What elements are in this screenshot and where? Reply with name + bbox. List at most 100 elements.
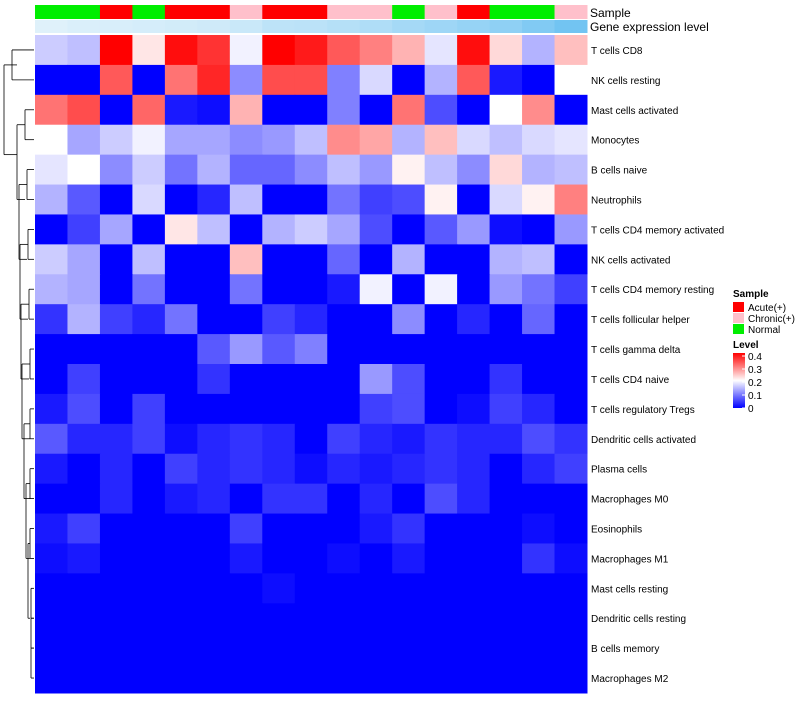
heatmap-cell bbox=[359, 423, 393, 455]
level-legend-tick-label: 0.3 bbox=[748, 365, 762, 376]
expression-annotation-cell bbox=[197, 20, 231, 33]
heatmap-cell bbox=[197, 663, 231, 694]
heatmap-cell bbox=[262, 423, 296, 455]
heatmap-cell bbox=[327, 274, 361, 305]
heatmap-cell bbox=[67, 663, 101, 694]
heatmap-cell bbox=[67, 453, 101, 485]
heatmap-cell bbox=[522, 483, 556, 515]
row-label: T cells CD4 memory activated bbox=[591, 225, 724, 236]
heatmap-cell bbox=[67, 334, 101, 365]
heatmap-cell bbox=[522, 274, 556, 305]
expression-annotation-cell bbox=[424, 20, 458, 33]
heatmap-cell bbox=[424, 154, 458, 186]
heatmap-cell bbox=[489, 573, 523, 604]
heatmap-cell bbox=[392, 274, 426, 305]
heatmap-cell bbox=[294, 214, 328, 245]
heatmap-cell bbox=[522, 453, 556, 485]
heatmap-cell bbox=[197, 513, 231, 544]
sample-annotation-cell bbox=[294, 5, 328, 19]
heatmap-cell bbox=[554, 274, 588, 305]
heatmap-cell bbox=[554, 633, 588, 664]
expression-annotation-cell bbox=[132, 20, 166, 33]
sample-annotation-cell bbox=[67, 5, 101, 19]
heatmap-cell bbox=[359, 543, 393, 574]
expression-annotation-cell bbox=[164, 20, 198, 33]
heatmap-cell bbox=[99, 603, 133, 634]
heatmap-cell bbox=[327, 543, 361, 574]
heatmap-cell bbox=[197, 603, 231, 634]
heatmap-cell bbox=[67, 573, 101, 604]
sample-legend-swatch bbox=[733, 302, 744, 312]
heatmap-cell bbox=[554, 393, 588, 425]
heatmap-cell bbox=[424, 304, 458, 335]
row-label: T cells CD4 naive bbox=[591, 375, 670, 386]
heatmap-cell bbox=[392, 64, 426, 96]
sample-legend-label: Chronic(+) bbox=[748, 314, 795, 325]
heatmap-cell bbox=[262, 573, 296, 604]
heatmap-cell bbox=[392, 513, 426, 544]
heatmap-cell bbox=[262, 274, 296, 305]
heatmap-cell bbox=[522, 244, 556, 275]
heatmap-cell bbox=[489, 633, 523, 664]
heatmap-cell bbox=[262, 483, 296, 515]
heatmap-cell bbox=[457, 274, 491, 305]
heatmap-cell bbox=[35, 184, 68, 215]
heatmap-cell bbox=[359, 35, 393, 66]
heatmap-cell bbox=[522, 124, 556, 156]
heatmap-cell bbox=[359, 633, 393, 664]
heatmap-cell bbox=[67, 633, 101, 664]
row-label: Dendritic cells resting bbox=[591, 614, 686, 625]
expression-annotation-cell bbox=[294, 20, 328, 33]
heatmap-cell bbox=[35, 94, 68, 126]
heatmap-cell bbox=[489, 603, 523, 634]
heatmap-cell bbox=[164, 274, 198, 305]
heatmap-cell bbox=[35, 633, 68, 664]
heatmap-cell bbox=[164, 184, 198, 215]
heatmap-cell bbox=[164, 154, 198, 186]
heatmap-cell bbox=[197, 334, 231, 365]
heatmap-cell bbox=[132, 633, 166, 664]
heatmap-cell bbox=[424, 663, 458, 694]
heatmap-cell bbox=[197, 393, 231, 425]
heatmap-cell bbox=[294, 154, 328, 186]
heatmap-cell bbox=[522, 364, 556, 395]
row-label: Monocytes bbox=[591, 136, 639, 147]
row-label: NK cells activated bbox=[591, 255, 670, 266]
level-legend-tick-label: 0 bbox=[748, 404, 754, 415]
heatmap-cell bbox=[294, 543, 328, 574]
heatmap-cell bbox=[164, 513, 198, 544]
expression-annotation-cell bbox=[262, 20, 296, 33]
heatmap-cell bbox=[294, 364, 328, 395]
heatmap-cell bbox=[132, 214, 166, 245]
heatmap-cell bbox=[99, 364, 133, 395]
heatmap-cell bbox=[392, 214, 426, 245]
row-labels: T cells CD8 NK cells resting Mast cells ac… bbox=[591, 46, 724, 685]
heatmap-cell bbox=[164, 35, 198, 66]
heatmap-cell bbox=[489, 364, 523, 395]
row-label: T cells CD4 memory resting bbox=[591, 285, 714, 296]
heatmap-cell bbox=[554, 423, 588, 455]
heatmap-cell bbox=[262, 35, 296, 66]
heatmap-cell bbox=[392, 244, 426, 275]
heatmap-cell bbox=[392, 663, 426, 694]
heatmap-cell bbox=[67, 124, 101, 156]
sample-legend-title: Sample bbox=[733, 289, 769, 300]
heatmap-cell bbox=[359, 334, 393, 365]
heatmap-cell bbox=[197, 244, 231, 275]
heatmap-cell bbox=[359, 663, 393, 694]
sample-annotation-bar bbox=[35, 5, 588, 19]
row-label: B cells naive bbox=[591, 166, 648, 177]
heatmap-cell bbox=[164, 633, 198, 664]
heatmap-cell bbox=[554, 35, 588, 66]
row-label: Macrophages M0 bbox=[591, 495, 669, 506]
heatmap-cell bbox=[197, 304, 231, 335]
heatmap-cell bbox=[489, 64, 523, 96]
heatmap-cell bbox=[392, 304, 426, 335]
heatmap-cell bbox=[229, 214, 263, 245]
expression-annotation-label: Gene expression level bbox=[590, 20, 709, 34]
heatmap-cell bbox=[327, 393, 361, 425]
heatmap-cell bbox=[132, 334, 166, 365]
heatmap-cell bbox=[164, 543, 198, 574]
heatmap-cell bbox=[294, 334, 328, 365]
heatmap-cell bbox=[67, 603, 101, 634]
